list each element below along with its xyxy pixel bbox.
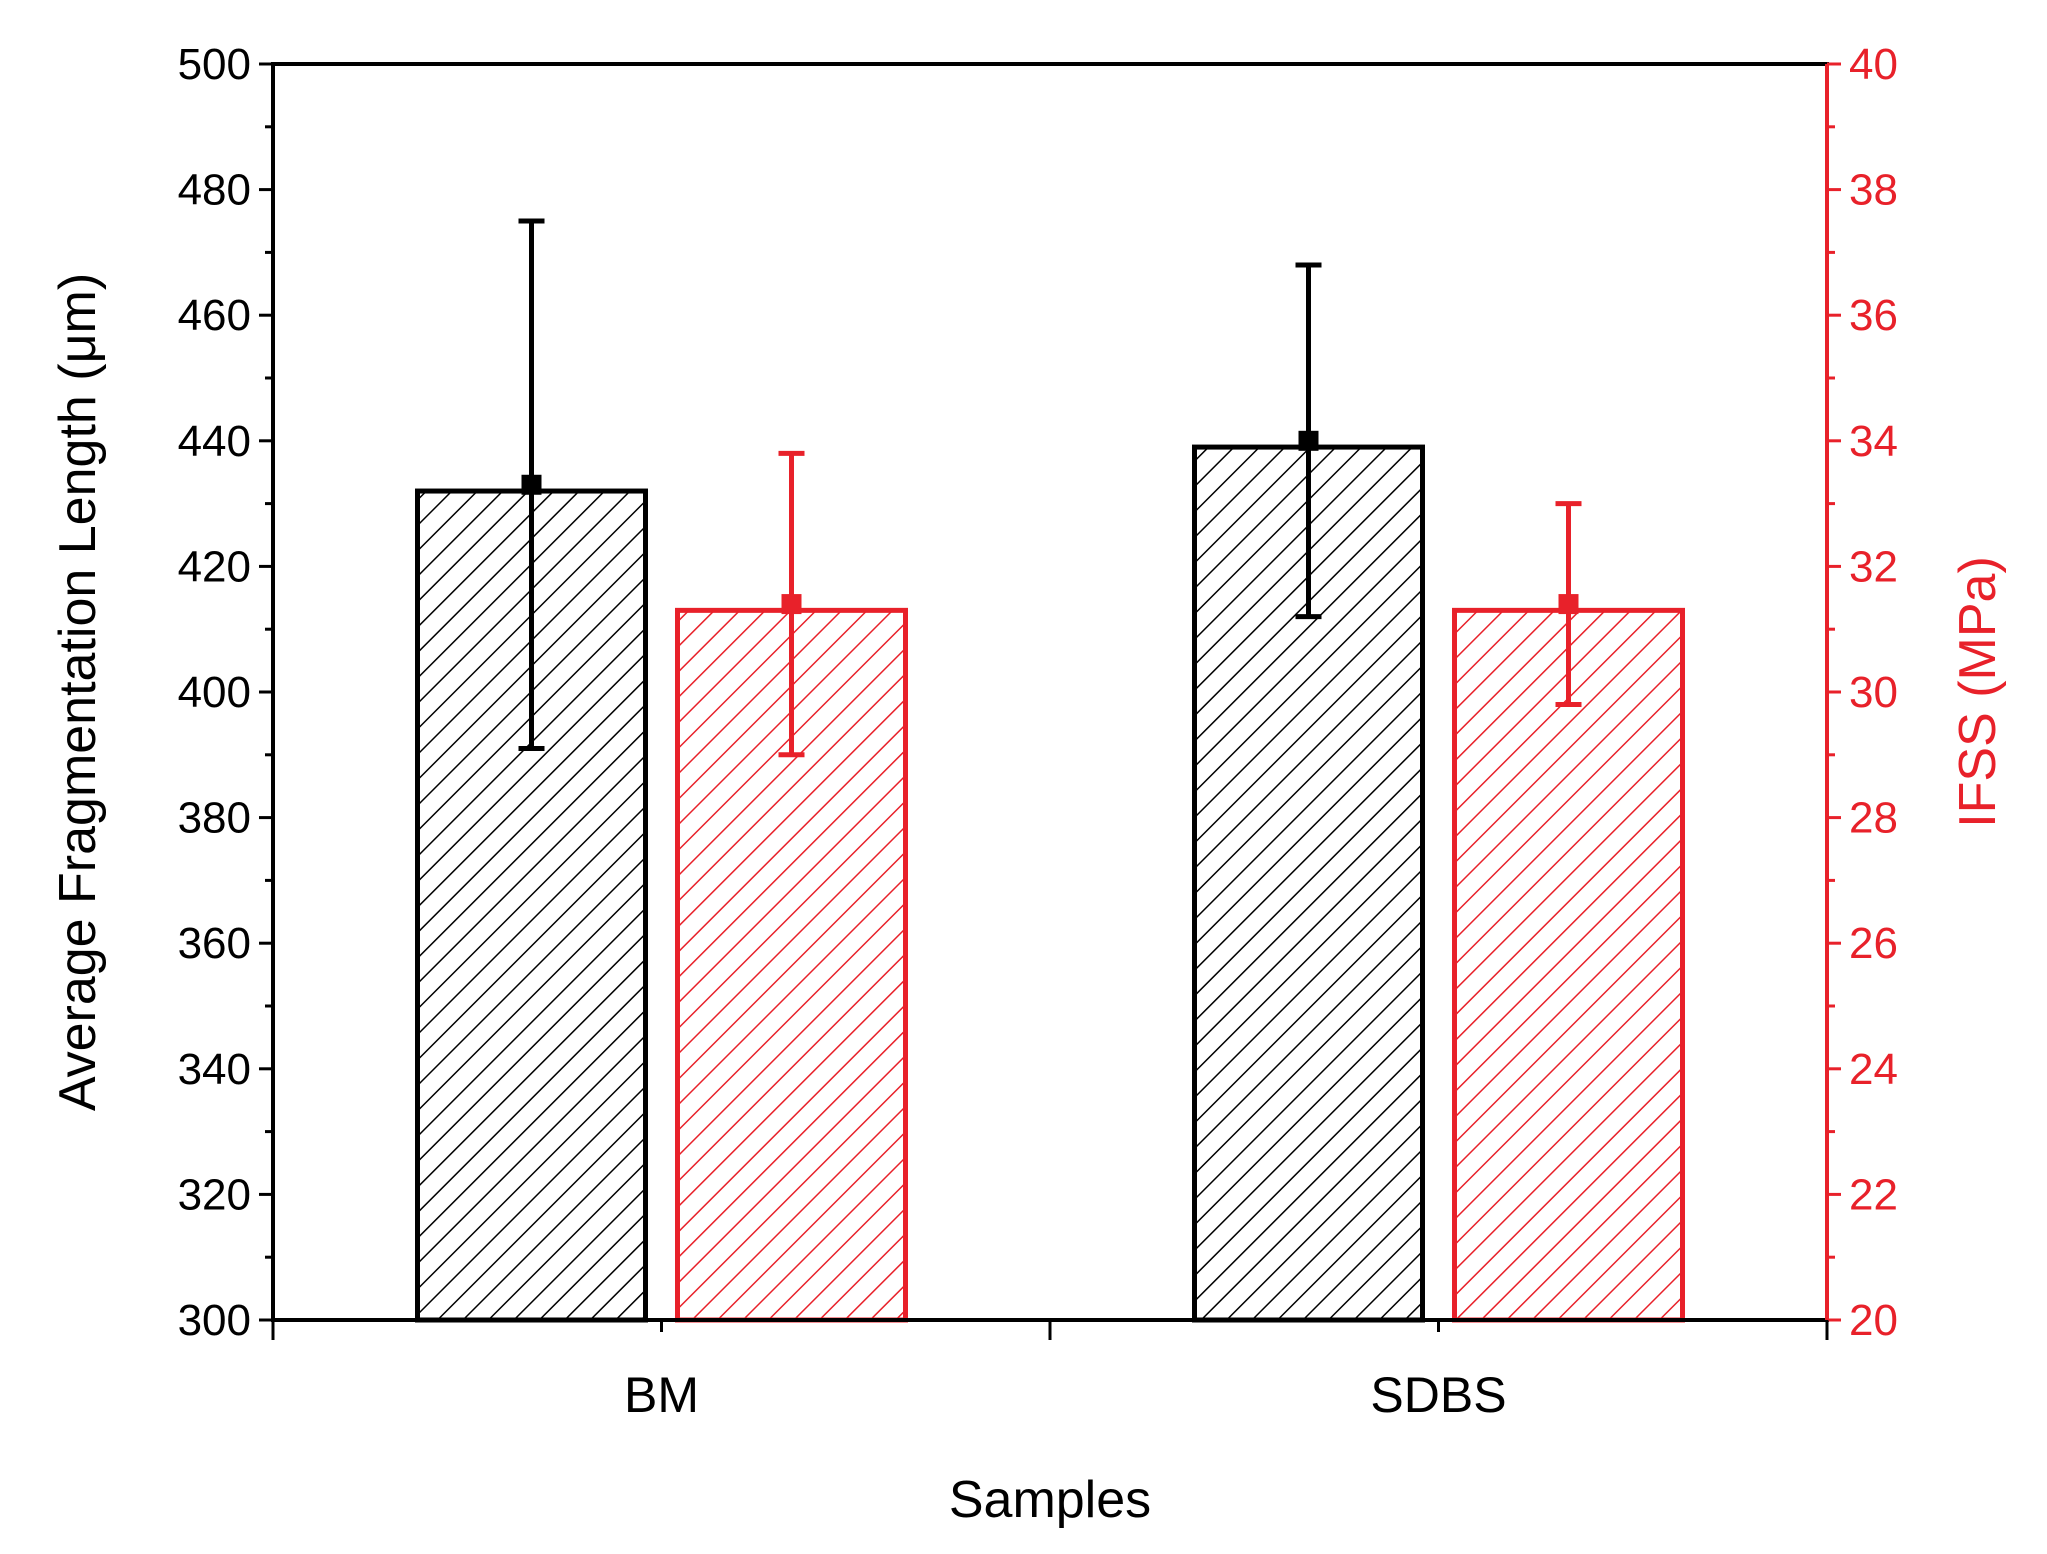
right-tick-label: 24 — [1849, 1045, 1898, 1094]
bars-layer — [415, 444, 1685, 1323]
x-axis: BM SDBS — [271, 1320, 1829, 1423]
left-tick-label: 480 — [178, 166, 251, 215]
left-tick-label: 400 — [178, 668, 251, 717]
left-tick-label: 500 — [178, 40, 251, 89]
right-tick-label: 22 — [1849, 1170, 1898, 1219]
left-y-axis: 300 320 340 360 380 400 420 440 460 480 500 — [178, 40, 273, 1345]
x-category-label: BM — [624, 1367, 699, 1423]
error-bar-marker — [1298, 430, 1319, 451]
right-tick-label: 28 — [1849, 794, 1898, 843]
left-tick-label: 300 — [178, 1296, 251, 1345]
right-tick-label: 40 — [1849, 40, 1898, 89]
right-tick-label: 38 — [1849, 166, 1898, 215]
right-tick-label: 32 — [1849, 542, 1898, 591]
error-bar-marker — [1558, 594, 1579, 615]
x-category-label: SDBS — [1370, 1367, 1506, 1423]
error-bars-layer — [518, 218, 1582, 758]
right-tick-label: 20 — [1849, 1296, 1898, 1345]
error-bar-marker — [521, 474, 542, 495]
right-tick-label: 30 — [1849, 668, 1898, 717]
left-axis-title: Average Fragmentation Length (μm) — [49, 273, 107, 1111]
right-axis-title: IFSS (MPa) — [1949, 556, 2007, 828]
right-tick-label: 34 — [1849, 417, 1898, 466]
x-axis-title: Samples — [949, 1471, 1151, 1529]
error-bar-marker — [781, 594, 802, 615]
left-tick-label: 440 — [178, 417, 251, 466]
left-tick-label: 420 — [178, 542, 251, 591]
bar — [1452, 607, 1685, 1323]
left-tick-label: 460 — [178, 291, 251, 340]
left-tick-label: 320 — [178, 1170, 251, 1219]
left-tick-label: 340 — [178, 1045, 251, 1094]
left-tick-label: 380 — [178, 794, 251, 843]
right-y-axis: 20 22 24 26 28 30 32 34 36 38 40 — [1825, 40, 1898, 1345]
right-tick-label: 36 — [1849, 291, 1898, 340]
right-tick-label: 26 — [1849, 919, 1898, 968]
left-tick-label: 360 — [178, 919, 251, 968]
